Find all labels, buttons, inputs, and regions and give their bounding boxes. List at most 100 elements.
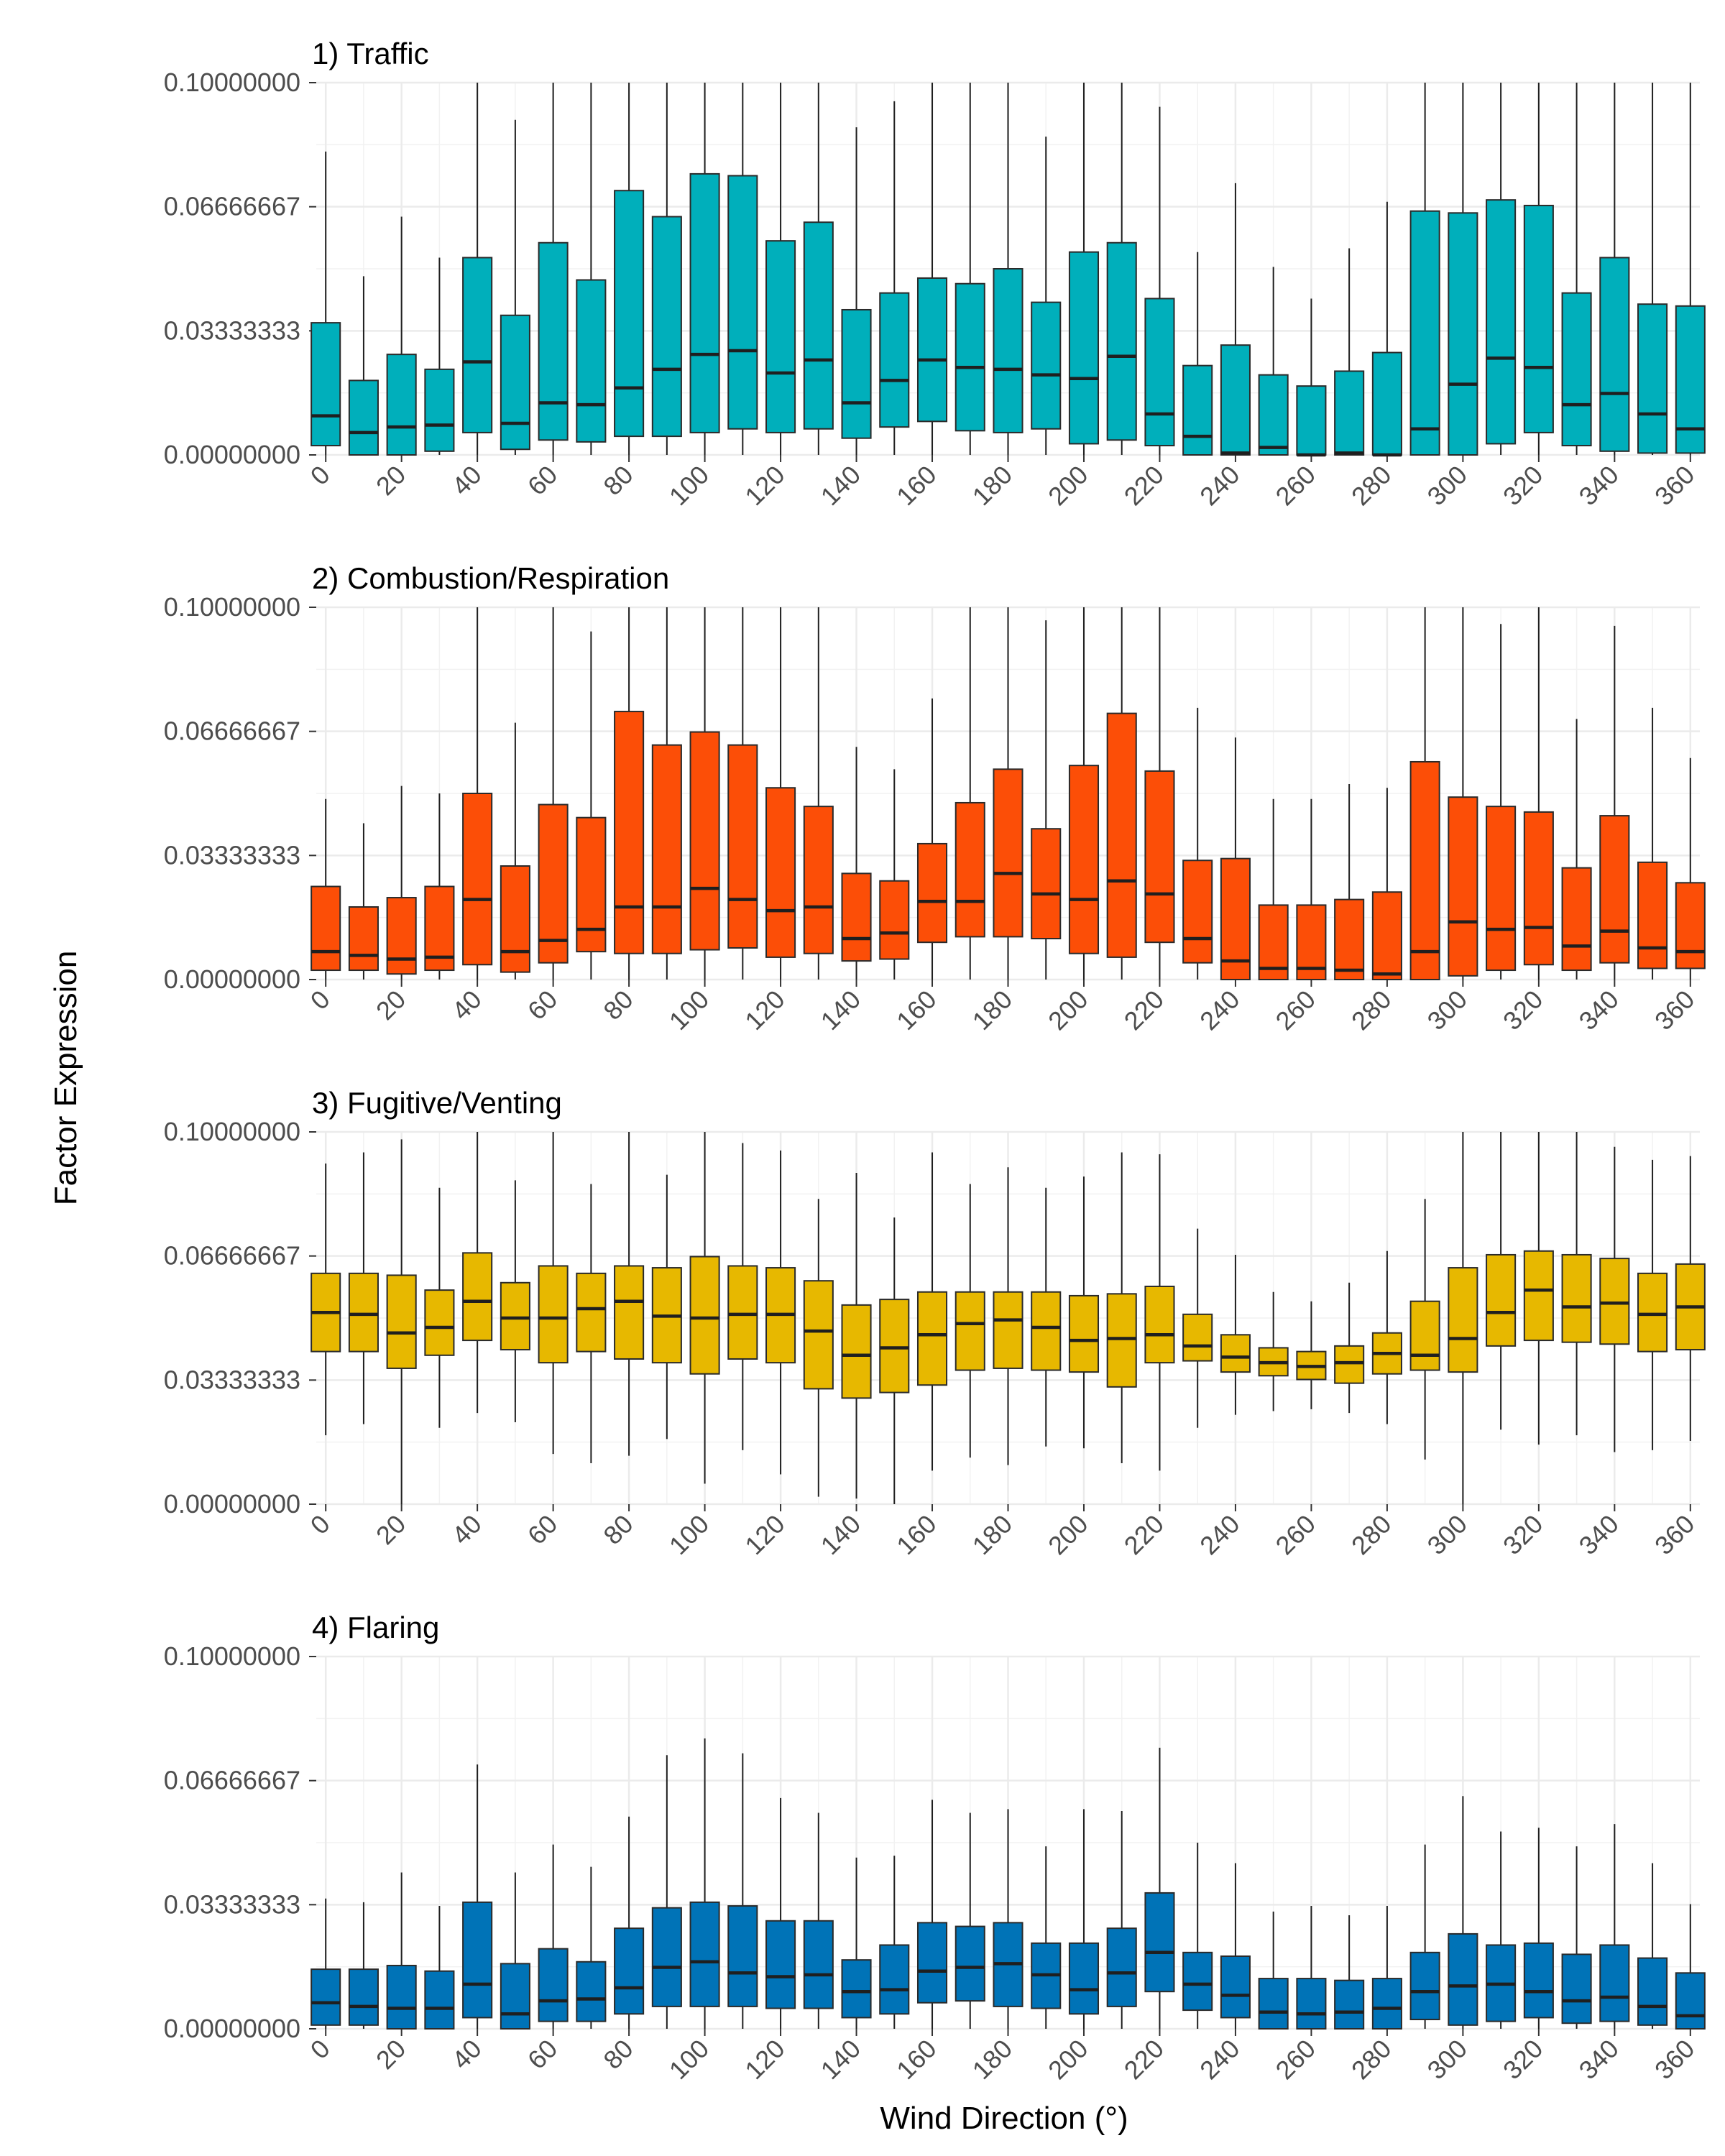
box-40 xyxy=(462,83,493,455)
box-280 xyxy=(1371,1250,1402,1424)
x-tick-label: 260 xyxy=(1270,460,1321,511)
box-330 xyxy=(1561,1132,1592,1436)
box-0 xyxy=(310,151,341,455)
box-40 xyxy=(462,607,493,980)
box-280 xyxy=(1371,201,1402,457)
y-tick-label: 0.06666667 xyxy=(164,717,300,746)
box-220 xyxy=(1144,1154,1175,1471)
y-tick-label: 0.03333333 xyxy=(164,1365,300,1394)
box-100 xyxy=(689,1132,720,1484)
y-tick-label: 0.00000000 xyxy=(164,1489,300,1519)
box-90 xyxy=(651,1755,682,2029)
box-0 xyxy=(310,1164,341,1436)
box-rect xyxy=(841,872,872,962)
y-tick-label: 0.03333333 xyxy=(164,840,300,870)
box-70 xyxy=(576,631,607,980)
x-tick-label: 40 xyxy=(446,985,487,1026)
box-rect xyxy=(1258,1978,1289,2030)
box-190 xyxy=(1031,1187,1062,1447)
box-170 xyxy=(954,1812,985,2029)
box-rect xyxy=(879,1299,910,1393)
box-270 xyxy=(1334,248,1365,456)
box-300 xyxy=(1448,83,1478,456)
box-rect xyxy=(1334,898,1365,981)
box-110 xyxy=(727,607,758,980)
box-310 xyxy=(1486,83,1517,455)
box-20 xyxy=(386,1139,417,1504)
box-rect xyxy=(1409,1300,1440,1371)
box-rect xyxy=(1371,891,1402,981)
box-320 xyxy=(1523,1132,1554,1445)
x-tick-label: 320 xyxy=(1497,2034,1548,2085)
x-tick-label: 200 xyxy=(1042,985,1093,1036)
box-330 xyxy=(1561,719,1592,980)
box-rect xyxy=(310,1968,341,2026)
box-130 xyxy=(803,1199,834,1497)
y-tick-label: 0.10000000 xyxy=(164,1641,300,1671)
box-240 xyxy=(1220,1863,1251,2029)
y-tick-label: 0.06666667 xyxy=(164,1766,300,1795)
x-tick-label: 260 xyxy=(1270,2034,1321,2085)
box-rect xyxy=(1371,351,1402,456)
box-rect xyxy=(424,1970,455,2030)
box-160 xyxy=(916,1152,948,1471)
box-rect xyxy=(538,1265,569,1364)
box-rect xyxy=(1448,212,1478,456)
x-tick-label: 240 xyxy=(1194,460,1245,511)
box-250 xyxy=(1258,267,1289,456)
box-20 xyxy=(386,786,417,980)
box-260 xyxy=(1296,1301,1327,1409)
box-rect xyxy=(1637,1272,1668,1353)
box-rect xyxy=(803,221,834,430)
x-tick-label: 300 xyxy=(1422,1509,1473,1560)
box-80 xyxy=(614,83,645,455)
box-140 xyxy=(841,1172,872,1499)
x-tick-label: 0 xyxy=(305,2034,336,2065)
box-rect xyxy=(1106,241,1137,441)
x-tick-label: 300 xyxy=(1422,460,1473,511)
box-rect xyxy=(1068,1942,1100,2015)
box-210 xyxy=(1106,607,1137,980)
box-rect xyxy=(765,1920,796,2009)
panel-2: 2) Combustion/Respiration 0.00000000 0.033… xyxy=(164,561,1706,1036)
box-rect xyxy=(348,1272,379,1353)
box-110 xyxy=(727,1143,758,1450)
box-rect xyxy=(841,1959,872,2019)
box-rect xyxy=(538,241,569,441)
box-280 xyxy=(1371,1906,1402,2030)
x-tick-label: 240 xyxy=(1194,985,1245,1036)
box-150 xyxy=(879,1217,910,1504)
x-tick-label: 40 xyxy=(446,1509,487,1550)
y-tick-label: 0.06666667 xyxy=(164,1241,300,1271)
x-tick-label: 180 xyxy=(967,985,1018,1036)
box-90 xyxy=(651,607,682,980)
x-tick-label: 280 xyxy=(1346,1509,1397,1560)
box-230 xyxy=(1182,1843,1213,2029)
x-tick-label: 160 xyxy=(891,460,942,511)
box-260 xyxy=(1296,1906,1327,2030)
box-rect xyxy=(1031,301,1062,430)
box-rect xyxy=(310,885,341,972)
box-rect xyxy=(1371,1978,1402,2030)
box-350 xyxy=(1637,1159,1668,1450)
box-rect xyxy=(803,1280,834,1390)
x-tick-label: 0 xyxy=(305,1509,336,1540)
box-220 xyxy=(1144,607,1175,980)
box-rect xyxy=(576,1272,607,1353)
box-rect xyxy=(1561,1253,1592,1343)
box-180 xyxy=(993,607,1024,980)
box-rect xyxy=(1144,770,1175,944)
box-rect xyxy=(1486,1253,1517,1347)
box-300 xyxy=(1448,607,1478,980)
x-tick-label: 140 xyxy=(815,2034,866,2085)
box-rect xyxy=(538,1948,569,2022)
box-rect xyxy=(1068,765,1100,954)
x-tick-label: 120 xyxy=(739,2034,790,2085)
x-tick-label: 220 xyxy=(1118,1509,1169,1560)
box-rect xyxy=(879,292,910,428)
box-150 xyxy=(879,101,910,455)
box-rect xyxy=(500,1281,530,1351)
box-rect xyxy=(386,897,417,975)
box-rect xyxy=(1409,1951,1440,2021)
box-rect xyxy=(1106,1293,1137,1388)
